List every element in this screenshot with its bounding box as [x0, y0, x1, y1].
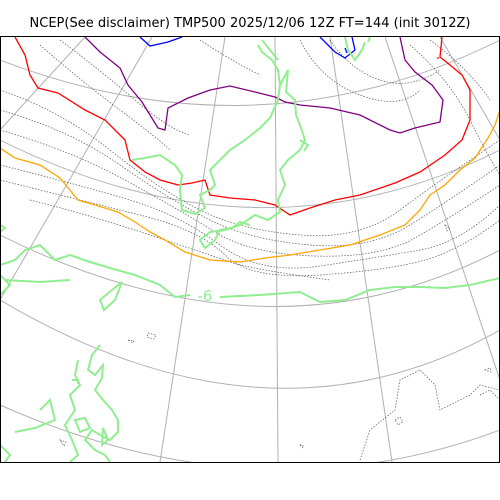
map-title: NCEP(See disclaimer) TMP500 2025/12/06 1… — [29, 16, 471, 31]
coastline — [444, 224, 451, 232]
coastline — [483, 367, 492, 373]
coastline — [479, 389, 499, 399]
green-contour-west — [1, 274, 71, 296]
contour-blue — [139, 37, 356, 59]
longitude-line — [384, 37, 499, 379]
coastline — [59, 39, 191, 136]
green-contour-main — [1, 243, 499, 304]
coastline — [409, 44, 499, 175]
longitude-lines — [1, 37, 499, 462]
latitude-line — [1, 300, 499, 389]
latitude-line — [1, 39, 499, 106]
green-contour-west-edge — [1, 224, 7, 233]
coastline — [1, 129, 499, 257]
green-contour-southwest — [1, 344, 119, 462]
green-contour-central — [131, 39, 310, 250]
coastlines — [1, 39, 499, 461]
coastline — [299, 39, 421, 102]
coastline — [39, 44, 171, 151]
contour-red — [14, 37, 471, 216]
contour-purple — [84, 37, 444, 134]
longitude-line — [439, 37, 499, 140]
latitude-line — [1, 404, 499, 462]
coastline — [1, 89, 499, 237]
coastline — [299, 444, 304, 449]
coastline — [359, 369, 499, 461]
longitude-line — [159, 37, 226, 462]
coastline — [146, 332, 157, 340]
coastline — [59, 439, 67, 447]
contour-green — [1, 37, 499, 462]
longitude-line — [329, 37, 393, 462]
latitude-line — [1, 234, 499, 307]
longitude-line — [1, 37, 86, 130]
green-contour-hook — [98, 281, 123, 312]
map-frame — [0, 36, 500, 463]
latitude-lines — [1, 39, 499, 462]
coastline — [329, 39, 441, 84]
contour-orange — [1, 110, 499, 263]
coastline — [429, 39, 491, 101]
green-contour-northeast — [344, 37, 371, 62]
latitude-line — [1, 139, 499, 208]
longitude-line — [1, 37, 153, 300]
coastline — [1, 109, 499, 247]
contour-label: -6 — [198, 287, 213, 305]
coastline — [127, 339, 135, 344]
coastline — [1, 164, 499, 269]
coastline — [1, 179, 499, 277]
coastline — [394, 416, 404, 426]
coastline — [199, 39, 261, 76]
